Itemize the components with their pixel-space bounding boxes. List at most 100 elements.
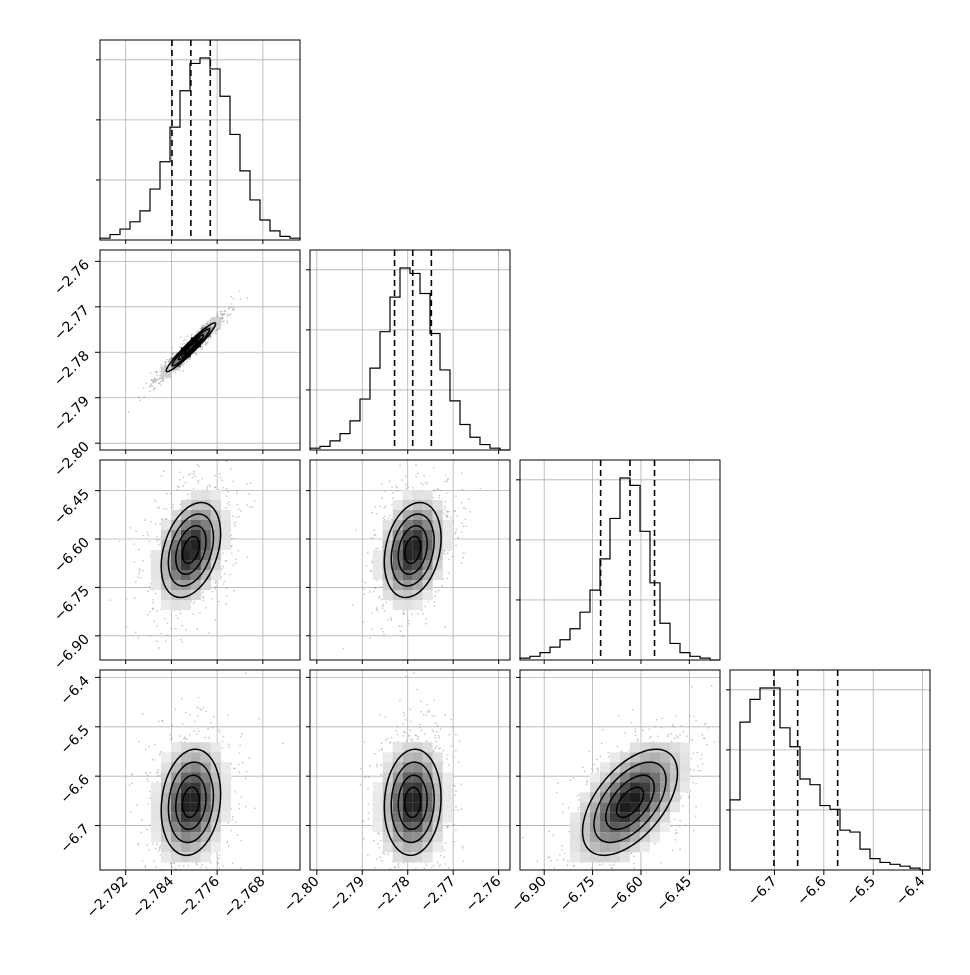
scatter-point xyxy=(147,803,149,805)
scatter-point xyxy=(149,791,151,793)
scatter-point xyxy=(251,446,253,448)
density-cell xyxy=(151,580,161,590)
scatter-point xyxy=(158,647,160,649)
scatter-point xyxy=(179,898,181,900)
scatter-point xyxy=(230,830,232,832)
scatter-point xyxy=(242,762,244,764)
scatter-point xyxy=(155,593,157,595)
scatter-point xyxy=(193,730,195,732)
scatter-point xyxy=(230,306,232,308)
scatter-point xyxy=(371,537,373,539)
scatter-point xyxy=(136,804,138,806)
scatter-point xyxy=(448,572,450,574)
scatter-point xyxy=(203,871,205,873)
scatter-point xyxy=(386,602,388,604)
scatter-point xyxy=(135,531,137,533)
scatter-point xyxy=(360,768,362,770)
scatter-point xyxy=(181,698,183,700)
scatter-point xyxy=(222,741,224,743)
scatter-point xyxy=(379,596,381,598)
scatter-point xyxy=(173,862,175,864)
scatter-point xyxy=(399,465,401,467)
scatter-point xyxy=(383,507,385,509)
scatter-point xyxy=(200,867,202,869)
scatter-point xyxy=(201,347,203,349)
density-cell xyxy=(403,600,413,610)
scatter-point xyxy=(182,364,184,366)
histogram-step xyxy=(730,688,930,870)
histogram-step xyxy=(310,268,510,450)
scatter-point xyxy=(365,582,367,584)
scatter-point xyxy=(173,352,175,354)
scatter-point xyxy=(206,711,208,713)
scatter-point xyxy=(380,764,382,766)
scatter-point xyxy=(416,872,418,874)
scatter-point xyxy=(192,880,194,882)
scatter-point xyxy=(160,633,162,635)
scatter-point xyxy=(219,867,221,869)
scatter-point xyxy=(183,738,185,740)
scatter-point xyxy=(201,478,203,480)
density-cell xyxy=(383,590,393,600)
density-cell xyxy=(393,510,403,520)
density-cell xyxy=(373,560,383,570)
panel-frame xyxy=(100,250,300,450)
scatter-point xyxy=(441,585,443,587)
scatter-point xyxy=(403,712,405,714)
scatter-point xyxy=(453,785,455,787)
scatter-point xyxy=(382,631,384,633)
scatter-point xyxy=(154,499,156,501)
density-cell xyxy=(161,852,171,862)
scatter-point xyxy=(447,552,449,554)
scatter-point xyxy=(254,807,256,809)
scatter-point xyxy=(394,867,396,869)
scatter-point xyxy=(150,372,152,374)
scatter-point xyxy=(226,488,228,490)
scatter-point xyxy=(385,506,387,508)
scatter-point xyxy=(200,875,202,877)
scatter-point xyxy=(219,473,221,475)
scatter-point xyxy=(419,724,421,726)
scatter-point xyxy=(248,493,250,495)
scatter-point xyxy=(172,504,174,506)
scatter-point xyxy=(367,552,369,554)
scatter-point xyxy=(380,586,382,588)
scatter-point xyxy=(185,482,187,484)
scatter-point xyxy=(182,476,184,478)
scatter-point xyxy=(410,739,412,741)
scatter-point xyxy=(144,519,146,521)
scatter-point xyxy=(208,338,210,340)
grid-lines xyxy=(516,460,720,660)
scatter-point xyxy=(438,737,440,739)
scatter-point xyxy=(153,860,155,862)
density-cell xyxy=(201,852,211,862)
scatter-point xyxy=(222,552,224,554)
density-cell xyxy=(161,590,171,600)
scatter-point xyxy=(248,757,250,759)
scatter-point xyxy=(151,380,153,382)
scatter-point xyxy=(463,860,465,862)
scatter-point xyxy=(196,733,198,735)
scatter-point xyxy=(437,725,439,727)
scatter-point xyxy=(169,734,171,736)
scatter-point xyxy=(433,700,435,702)
scatter-point xyxy=(415,867,417,869)
scatter-point xyxy=(198,730,200,732)
scatter-point xyxy=(178,865,180,867)
scatter-point xyxy=(214,456,216,458)
scatter-point xyxy=(232,515,234,517)
scatter-point xyxy=(202,597,204,599)
scatter-point xyxy=(203,873,205,875)
scatter-point xyxy=(445,474,447,476)
scatter-point xyxy=(179,369,181,371)
scatter-point xyxy=(468,498,470,500)
density-cell xyxy=(221,772,231,782)
scatter-point xyxy=(241,796,243,798)
scatter-point xyxy=(227,842,229,844)
density-cell xyxy=(433,520,443,530)
scatter-point xyxy=(426,711,428,713)
scatter-point xyxy=(238,808,240,810)
scatter-point xyxy=(179,873,181,875)
scatter-point xyxy=(414,446,416,448)
